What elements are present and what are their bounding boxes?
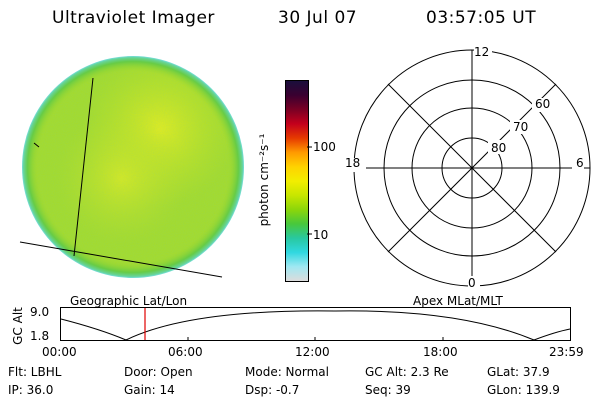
colorbar-tick-100: 100 <box>313 140 336 154</box>
gc-alt-axis-label: GC Alt <box>11 307 25 345</box>
ip-info: IP: 36.0 <box>8 383 54 397</box>
lat-label-70: 70 <box>513 120 529 134</box>
apex-caption: Apex MLat/MLT <box>413 294 503 308</box>
observation-date: 30 Jul 07 <box>278 8 358 28</box>
y-tick-top: 9.0 <box>30 305 50 319</box>
mode-info: Mode: Normal <box>245 365 329 379</box>
mlt-label-18: 18 <box>345 156 361 170</box>
gain-info: Gain: 14 <box>124 383 175 397</box>
latitude-line <box>19 241 223 278</box>
seq-info: Seq: 39 <box>365 383 411 397</box>
gc-alt-info: GC Alt: 2.3 Re <box>365 365 449 379</box>
x-tick-0000: 00:00 <box>42 345 77 359</box>
glat-info: GLat: 37.9 <box>487 365 550 379</box>
y-tick-bottom: 1.8 <box>30 329 50 343</box>
longitude-line <box>73 77 94 257</box>
observation-time: 03:57:05 UT <box>426 8 537 28</box>
polar-grid <box>344 47 591 290</box>
filter-info: Flt: LBHL <box>8 365 62 379</box>
mlt-label-0: 0 <box>468 276 476 290</box>
geographic-caption: Geographic Lat/Lon <box>70 294 188 308</box>
x-tick-0600: 06:00 <box>168 345 203 359</box>
x-tick-1200: 12:00 <box>295 345 330 359</box>
x-tick-1800: 18:00 <box>423 345 458 359</box>
colorbar-unit-label: photon cm⁻²s⁻¹ <box>257 133 271 227</box>
color-scale-bar <box>285 80 309 282</box>
mlt-label-12: 12 <box>474 45 490 59</box>
glon-info: GLon: 139.9 <box>487 383 560 397</box>
colorbar-tick-10: 10 <box>313 228 329 242</box>
dsp-info: Dsp: -0.7 <box>245 383 300 397</box>
lat-label-60: 60 <box>535 97 551 111</box>
lat-label-80: 80 <box>491 141 507 155</box>
x-tick-2359: 23:59 <box>549 345 584 359</box>
door-info: Door: Open <box>124 365 193 379</box>
altitude-strip <box>60 307 571 341</box>
instrument-title: Ultraviolet Imager <box>52 8 215 28</box>
uv-image <box>19 56 244 278</box>
mlt-label-6: 6 <box>576 156 584 170</box>
